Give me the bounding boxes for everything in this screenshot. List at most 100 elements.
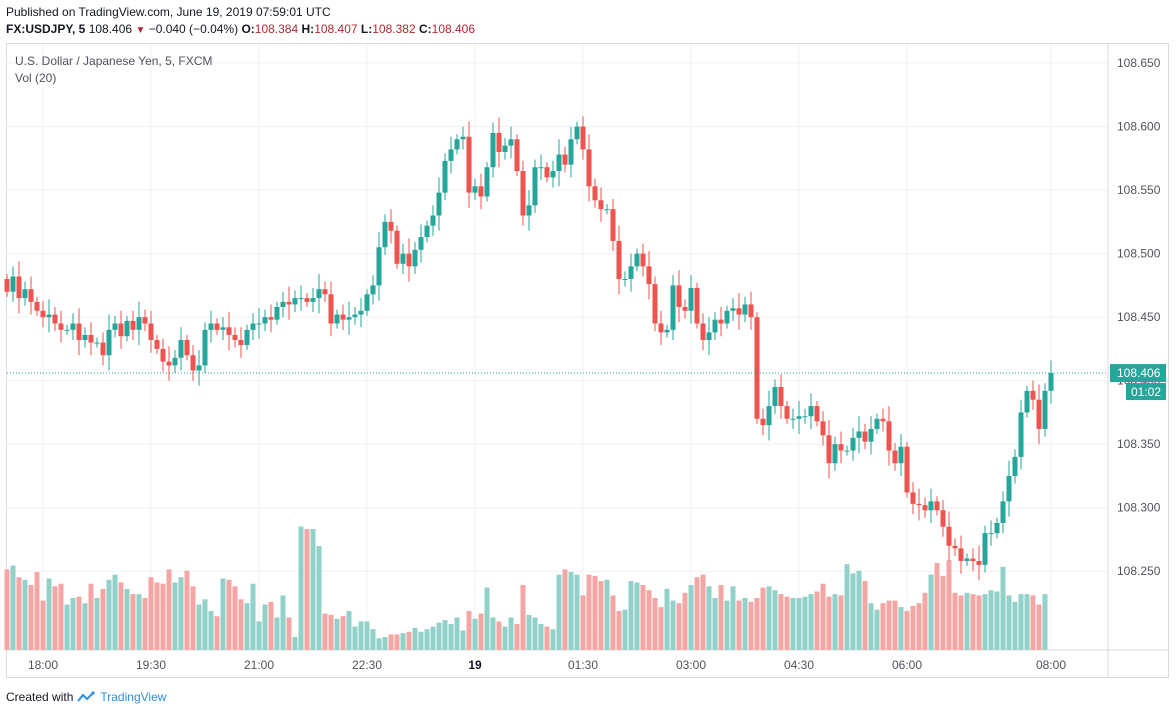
- candle-body: [736, 308, 742, 315]
- candle-body: [220, 327, 226, 330]
- volume-bar: [994, 591, 1000, 650]
- volume-bar: [358, 621, 364, 650]
- candle-body: [838, 444, 844, 451]
- candle-body: [880, 418, 886, 422]
- candle-body: [298, 298, 304, 300]
- candle-body: [316, 289, 322, 299]
- candle-body: [166, 361, 172, 366]
- price-tag: [1110, 364, 1166, 383]
- candle-body: [112, 323, 118, 330]
- volume-bar: [844, 564, 850, 650]
- volume-bar: [70, 598, 76, 650]
- volume-bar: [874, 609, 880, 650]
- candle-body: [964, 558, 970, 562]
- volume-bar: [712, 598, 718, 650]
- volume-bar: [46, 578, 52, 650]
- volume-bar: [952, 592, 958, 650]
- candle-body: [1024, 390, 1030, 413]
- volume-bar: [424, 629, 430, 650]
- volume-bar: [106, 579, 112, 650]
- volume-bar: [610, 595, 616, 650]
- candle-body: [574, 126, 580, 140]
- candle-body: [676, 285, 682, 307]
- high-label: H:: [301, 22, 315, 36]
- volume-legend: Vol (20): [15, 71, 57, 85]
- candle-body: [982, 533, 988, 565]
- candle-body: [658, 323, 664, 333]
- candle-body: [154, 340, 160, 349]
- volume-bar: [514, 624, 520, 650]
- candle-body: [916, 503, 922, 506]
- candle-body: [868, 428, 874, 442]
- candle-body: [256, 323, 262, 325]
- open-label: O:: [241, 22, 255, 36]
- candle-body: [610, 209, 616, 241]
- candle-body: [202, 329, 208, 366]
- volume-bar: [652, 598, 658, 650]
- candle-body: [784, 406, 790, 419]
- volume-bar: [724, 600, 730, 650]
- candle-body: [850, 437, 856, 451]
- candle-body: [802, 416, 808, 418]
- volume-bar: [154, 582, 160, 650]
- candle-body: [820, 421, 826, 436]
- candle-body: [580, 126, 586, 150]
- volume-bar: [922, 592, 928, 650]
- candle-body: [562, 154, 568, 165]
- volume-bar: [820, 583, 826, 650]
- volume-bar: [826, 596, 832, 650]
- volume-bar: [964, 592, 970, 650]
- candle-body: [928, 501, 934, 511]
- candle-body: [388, 221, 394, 231]
- countdown-value: 01:02: [1131, 385, 1161, 399]
- volume-bar: [886, 600, 892, 650]
- volume-bar: [208, 611, 214, 650]
- volume-bar: [598, 581, 604, 650]
- candle-body: [262, 317, 268, 324]
- volume-bar: [448, 624, 454, 650]
- y-tick-label: 108.450: [1117, 310, 1161, 324]
- volume-bar: [640, 585, 646, 650]
- candle-body: [208, 323, 214, 330]
- candle-body: [604, 209, 610, 211]
- volume-bar: [1030, 595, 1036, 650]
- candle-body: [64, 329, 70, 331]
- candle-body: [778, 387, 784, 407]
- volume-bar: [430, 626, 436, 650]
- volume-bar: [760, 587, 766, 650]
- candle-body: [352, 314, 358, 318]
- candle-body: [592, 186, 598, 201]
- volume-bar: [676, 603, 682, 650]
- candle-body: [766, 406, 772, 426]
- volume-bar: [1012, 601, 1018, 650]
- volume-bar: [220, 578, 226, 650]
- volume-bar: [622, 609, 628, 650]
- candle-body: [148, 323, 154, 341]
- candle-body: [448, 149, 454, 161]
- volume-bar: [784, 596, 790, 650]
- y-tick-label: 108.650: [1117, 56, 1161, 70]
- candle-body: [760, 418, 766, 426]
- candle-body: [844, 450, 850, 452]
- volume-bar: [550, 629, 556, 650]
- volume-bar: [832, 594, 838, 650]
- candle-body: [124, 320, 130, 337]
- candle-body: [652, 284, 658, 324]
- candle-body: [178, 340, 184, 358]
- volume-bar: [226, 579, 232, 650]
- volume-bar: [808, 594, 814, 650]
- candle-body: [244, 329, 250, 346]
- candle-body: [598, 200, 604, 210]
- candle-body: [556, 154, 562, 172]
- volume-bar: [502, 626, 508, 650]
- y-tick-label: 108.300: [1117, 501, 1161, 515]
- volume-bar: [868, 603, 874, 650]
- close-label: C:: [418, 22, 432, 36]
- tradingview-brand[interactable]: TradingView: [77, 690, 166, 704]
- volume-bar: [706, 586, 712, 650]
- candle-body: [478, 186, 484, 197]
- candle-body: [46, 314, 52, 318]
- candle-body: [238, 340, 244, 346]
- volume-bar: [700, 574, 706, 650]
